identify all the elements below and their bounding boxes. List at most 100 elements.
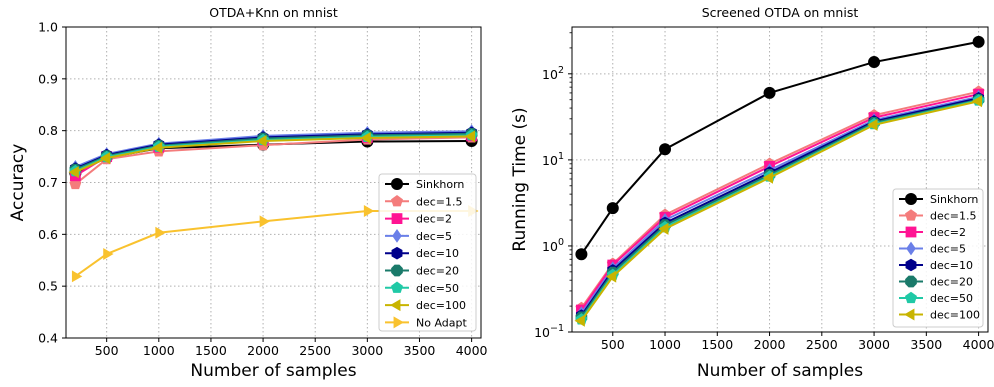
legend-entry: Sinkhorn <box>899 193 978 206</box>
legend-marker <box>393 316 404 329</box>
x-tick-label: 3000 <box>351 343 383 358</box>
data-point <box>867 118 878 131</box>
series-line <box>580 40 979 255</box>
data-point <box>659 143 672 156</box>
series-line <box>580 97 979 317</box>
data-point <box>71 270 83 283</box>
data-point <box>606 202 619 215</box>
y-tick-label: 101 <box>542 151 564 168</box>
data-point <box>762 171 773 184</box>
data-point <box>99 152 111 165</box>
data-point <box>103 248 114 261</box>
y-axis-label: Running Time (s) <box>510 107 530 251</box>
series-line <box>74 140 472 175</box>
legend-marker <box>391 264 403 277</box>
y-tick-label: 100 <box>542 237 564 254</box>
series-line <box>580 98 979 318</box>
legend-label: dec=20 <box>416 265 459 278</box>
chart-1: 500 1000 1500 2000 2500 3000 3500 4000 0.4 0.5 0.6… <box>8 5 488 381</box>
data-point <box>464 130 476 143</box>
x-axis-label: Number of samples <box>697 361 863 381</box>
legend-marker <box>390 299 401 312</box>
legend-entry: dec=2 <box>385 213 452 226</box>
chart-2: 500 1000 1500 2000 2500 3000 3500 4000 10−1 100 10… <box>510 5 994 381</box>
x-tick-label: 4000 <box>456 343 488 358</box>
legend-marker <box>391 246 403 260</box>
y-tick-label: 10−1 <box>534 323 564 340</box>
legend-label: dec=50 <box>930 292 973 305</box>
legend-marker <box>905 258 917 272</box>
y-tick-label: 0.4 <box>38 331 58 346</box>
chart-title: Screened OTDA on mnist <box>702 5 859 20</box>
legend-marker <box>906 241 916 256</box>
data-point <box>360 131 371 144</box>
legend-marker <box>905 226 917 238</box>
legend-entry: No Adapt <box>385 316 467 329</box>
legend-entry: dec=100 <box>899 309 980 322</box>
legend-marker <box>904 308 915 321</box>
legend-label: dec=2 <box>930 226 966 239</box>
data-point <box>363 205 375 217</box>
data-point <box>763 86 776 99</box>
legend-marker <box>905 275 917 288</box>
legend-marker <box>905 209 917 221</box>
x-tick-label: 500 <box>601 337 625 352</box>
legend-label: Sinkhorn <box>930 193 978 206</box>
x-tick-label: 2000 <box>754 337 786 352</box>
y-tick-label: 0.5 <box>38 279 58 294</box>
legend-marker <box>391 281 403 293</box>
x-tick-label: 2500 <box>806 337 838 352</box>
data-point <box>155 226 166 239</box>
legend-box <box>378 173 477 332</box>
legend-entry: dec=50 <box>385 281 459 295</box>
y-tick-label: 102 <box>542 65 564 82</box>
legend-entry: dec=50 <box>899 291 973 305</box>
legend-marker <box>905 291 917 304</box>
data-point <box>868 56 881 69</box>
data-point <box>259 215 270 228</box>
series-line <box>580 100 979 322</box>
legend-entry: dec=10 <box>385 246 459 260</box>
y-tick-label: 0.8 <box>38 123 58 138</box>
data-point <box>575 248 588 261</box>
legend-entry: dec=1.5 <box>899 209 977 223</box>
x-tick-label: 2000 <box>247 343 279 358</box>
x-axis-label: Number of samples <box>190 361 356 381</box>
legend-marker <box>391 195 403 207</box>
legend-box <box>892 188 984 328</box>
legend: Sinkhorn dec=1.5 dec=2 dec=5 dec=10 dec=20 dec… <box>892 188 984 328</box>
legend-entry: dec=1.5 <box>385 195 463 208</box>
legend-label: dec=5 <box>416 230 452 243</box>
x-tick-label: 4000 <box>963 337 994 352</box>
legend-entry: dec=100 <box>385 299 466 312</box>
legend-label: dec=100 <box>416 299 466 312</box>
data-point <box>574 314 585 327</box>
legend: Sinkhorn dec=1.5 dec=2 dec=5 dec=10 dec=20 dec… <box>378 173 477 332</box>
legend-label: dec=50 <box>416 282 459 295</box>
legend-label: dec=10 <box>930 259 973 272</box>
plot-frame <box>571 26 989 333</box>
series-dec-100 <box>68 130 476 179</box>
legend-entry: Sinkhorn <box>385 178 464 191</box>
series-line <box>74 136 472 185</box>
legend-label: No Adapt <box>416 316 467 329</box>
x-tick-label: 1500 <box>195 343 227 358</box>
y-axis-label: Accuracy <box>8 144 28 222</box>
legend-label: dec=1.5 <box>930 210 977 223</box>
x-tick-label: 1000 <box>649 337 681 352</box>
legend-label: dec=100 <box>930 309 980 322</box>
data-point <box>972 35 985 48</box>
data-point <box>68 166 79 179</box>
legend-label: dec=2 <box>416 213 452 226</box>
data-point <box>605 270 617 283</box>
legend-label: dec=10 <box>416 247 459 260</box>
data-point <box>658 222 669 235</box>
x-tick-label: 3000 <box>858 337 890 352</box>
data-point <box>151 141 163 154</box>
legend-entry: dec=2 <box>899 226 966 239</box>
y-tick-label: 0.6 <box>38 227 58 242</box>
series-line <box>74 135 472 174</box>
series-sinkhorn <box>575 35 985 261</box>
legend-entry: dec=20 <box>899 276 973 289</box>
